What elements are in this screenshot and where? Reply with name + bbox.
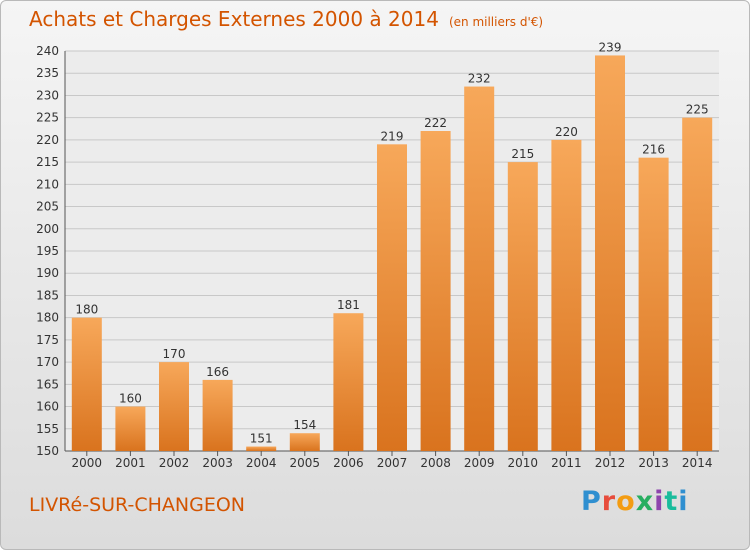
x-tick-label: 2012 [595, 456, 626, 470]
bar-value-label: 220 [555, 125, 578, 139]
chart-title: Achats et Charges Externes 2000 à 2014 (e… [29, 7, 543, 31]
bar-value-label: 222 [424, 116, 447, 130]
bar-value-label: 219 [381, 129, 404, 143]
bar [159, 362, 189, 451]
y-tick-label: 165 [36, 377, 59, 391]
bar [595, 55, 625, 451]
logo-letter: x [635, 486, 655, 517]
bar [638, 157, 669, 451]
bar [682, 117, 713, 452]
y-tick-label: 160 [36, 400, 59, 414]
x-tick-label: 2008 [420, 456, 451, 470]
x-tick-label: 2013 [638, 456, 669, 470]
bar-value-label: 225 [686, 103, 709, 117]
bar [115, 406, 146, 451]
y-tick-label: 215 [36, 155, 59, 169]
logo-letter: P [581, 486, 602, 517]
y-tick-label: 170 [36, 355, 59, 369]
bar-value-label: 166 [206, 365, 229, 379]
x-tick-label: 2001 [115, 456, 146, 470]
bar-value-label: 170 [163, 347, 186, 361]
y-tick-label: 175 [36, 333, 59, 347]
y-tick-label: 205 [36, 200, 59, 214]
x-tick-label: 2002 [159, 456, 190, 470]
bar [246, 446, 277, 451]
logo-letter: i [654, 486, 665, 517]
x-tick-label: 2010 [508, 456, 539, 470]
bar [507, 162, 538, 451]
bar-value-label: 160 [119, 392, 142, 406]
x-tick-label: 2003 [202, 456, 233, 470]
bar [377, 144, 407, 452]
y-tick-label: 225 [36, 111, 59, 125]
y-tick-label: 190 [36, 266, 59, 280]
y-tick-label: 220 [36, 133, 59, 147]
bar [420, 131, 451, 451]
bar-value-label: 215 [511, 147, 534, 161]
bar [202, 379, 233, 451]
x-tick-label: 2007 [377, 456, 408, 470]
x-tick-label: 2004 [246, 456, 277, 470]
x-tick-label: 2011 [551, 456, 582, 470]
bar-value-label: 232 [468, 72, 491, 86]
y-tick-label: 195 [36, 244, 59, 258]
bar-value-label: 181 [337, 298, 360, 312]
logo-letter: i [678, 486, 689, 517]
x-tick-label: 2014 [682, 456, 713, 470]
bar-value-label: 239 [599, 40, 622, 54]
bar-value-label: 216 [642, 143, 665, 157]
logo-letter: t [664, 486, 679, 517]
chart-title-text: Achats et Charges Externes 2000 à 2014 [29, 7, 439, 31]
logo-letter: o [616, 486, 636, 517]
x-tick-label: 2009 [464, 456, 495, 470]
y-tick-label: 240 [36, 44, 59, 58]
y-tick-label: 200 [36, 222, 59, 236]
bar [333, 313, 364, 451]
bar [464, 86, 495, 452]
y-tick-label: 150 [36, 444, 59, 458]
y-tick-label: 210 [36, 177, 59, 191]
x-tick-label: 2006 [333, 456, 364, 470]
chart-subtitle: (en milliers d'€) [448, 15, 544, 29]
bar [71, 317, 102, 451]
y-tick-label: 155 [36, 422, 59, 436]
bar-value-label: 151 [250, 432, 273, 446]
bar-value-label: 180 [75, 303, 98, 317]
bar-value-label: 154 [293, 418, 316, 432]
commune-name: LIVRé-SUR-CHANGEON [29, 494, 245, 516]
y-tick-label: 230 [36, 88, 59, 102]
y-tick-label: 235 [36, 66, 59, 80]
x-tick-label: 2000 [72, 456, 103, 470]
y-tick-label: 180 [36, 311, 59, 325]
y-tick-label: 185 [36, 288, 59, 302]
bar [289, 433, 320, 451]
proxiti-logo: Proxiti [581, 486, 689, 517]
logo-letter: r [601, 486, 617, 517]
bar [551, 139, 582, 451]
x-tick-label: 2005 [290, 456, 321, 470]
